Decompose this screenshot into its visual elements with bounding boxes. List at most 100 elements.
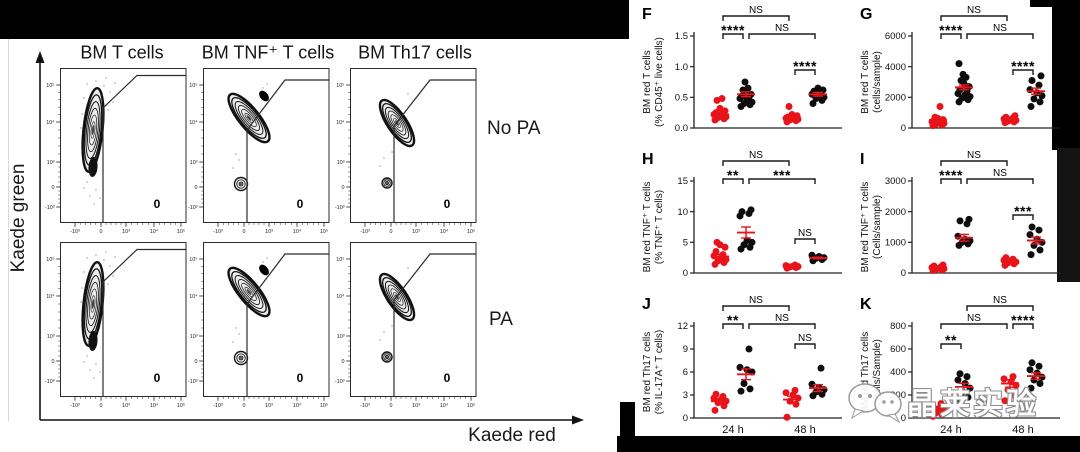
svg-text:10⁴: 10⁴ — [46, 120, 55, 126]
photo-edge-bottom — [617, 436, 1080, 452]
svg-text:0: 0 — [243, 229, 246, 235]
svg-text:0: 0 — [342, 185, 345, 191]
svg-text:10⁵: 10⁵ — [177, 403, 185, 409]
svg-text:400: 400 — [890, 367, 906, 378]
svg-text:NS: NS — [749, 6, 763, 16]
svg-text:0: 0 — [297, 371, 304, 385]
svg-text:6: 6 — [683, 367, 688, 378]
dot-plot-F: 0.0 0.5 1.0 1.5 BM red T cells (% CD45⁺ live … — [642, 6, 842, 134]
svg-text:10⁵: 10⁵ — [177, 229, 185, 235]
panel-letter-G: G — [860, 6, 873, 23]
svg-text:-10³: -10³ — [335, 205, 345, 211]
svg-text:****: **** — [793, 58, 817, 74]
panel-letter-I: I — [860, 151, 865, 168]
svg-text:10⁴: 10⁴ — [150, 403, 159, 409]
svg-text:(Cells/sample): (Cells/sample) — [872, 195, 883, 259]
svg-text:-10³: -10³ — [188, 205, 198, 211]
svg-text:24 h: 24 h — [940, 424, 961, 436]
svg-text:**: ** — [945, 332, 957, 348]
svg-text:***: *** — [1014, 203, 1032, 219]
svg-text:NS: NS — [993, 23, 1007, 34]
svg-text:10⁴: 10⁴ — [293, 229, 302, 235]
svg-text:0: 0 — [901, 123, 906, 134]
svg-text:(Cells/Sample): (Cells/Sample) — [872, 339, 883, 405]
svg-text:-10³: -10³ — [188, 379, 198, 385]
svg-text:10⁵: 10⁵ — [320, 403, 328, 409]
svg-text:BM red T cells: BM red T cells — [642, 50, 653, 114]
svg-text:(% CD45⁺ live cells): (% CD45⁺ live cells) — [654, 37, 665, 127]
svg-text:BM red T cells: BM red T cells — [860, 50, 871, 114]
flow-column-title-2: BM TNF⁺ T cells — [201, 42, 335, 63]
svg-text:1.0: 1.0 — [675, 62, 688, 73]
svg-text:48 h: 48 h — [794, 424, 815, 436]
svg-text:-10³: -10³ — [70, 229, 80, 235]
svg-text:10⁴: 10⁴ — [440, 229, 449, 235]
svg-text:****: **** — [1011, 312, 1035, 328]
svg-text:800: 800 — [890, 321, 906, 332]
svg-text:-10³: -10³ — [360, 229, 370, 235]
flow-plot-th17-no-pa: -10³ 0 10³ 10⁴ 10⁵ 10⁵ 10⁴ 10³ 0 -10³ 0 — [335, 68, 477, 235]
svg-text:NS: NS — [993, 296, 1007, 306]
dot-plot-J: 0 3 6 9 12 BM red Th17 cells (% IL-17A⁺ T cell… — [642, 296, 842, 436]
panel-G: G 0 2000 4000 6000 BM red T cells (cells/samp… — [854, 6, 1078, 156]
svg-text:2000: 2000 — [885, 207, 906, 218]
svg-text:0: 0 — [390, 403, 393, 409]
svg-text:NS: NS — [775, 313, 789, 324]
flow-plot-bm-t-no-pa: -10³ 0 10³ 10⁴ 10⁵ 10⁵ 10⁴ 10³ 0 -10³ 0 — [45, 68, 187, 235]
svg-text:NS: NS — [993, 168, 1007, 179]
flow-figure: BM T cells BM TNF⁺ T cells BM Th17 cells… — [0, 39, 620, 452]
svg-text:2000: 2000 — [885, 93, 906, 104]
photo-edge-top-right — [1030, 0, 1080, 7]
svg-text:0: 0 — [444, 197, 451, 211]
photo-edge-right-lower — [1057, 148, 1080, 282]
svg-text:****: **** — [939, 22, 963, 38]
svg-text:1000: 1000 — [885, 238, 906, 249]
dot-plot-K: 0200400600800BM red Th17 cells(Cells/Sam… — [860, 296, 1060, 436]
svg-text:(% TNF⁺ T cells): (% TNF⁺ T cells) — [654, 190, 665, 264]
svg-text:10³: 10³ — [47, 334, 55, 340]
svg-text:0.0: 0.0 — [675, 123, 688, 134]
svg-text:10³: 10³ — [47, 160, 55, 166]
svg-text:0: 0 — [195, 185, 198, 191]
svg-text:10⁵: 10⁵ — [467, 229, 475, 235]
svg-text:10³: 10³ — [122, 229, 130, 235]
svg-text:NS: NS — [798, 333, 812, 344]
svg-text:10: 10 — [677, 207, 688, 218]
flow-master-axes — [35, 51, 584, 425]
svg-text:10⁵: 10⁵ — [336, 83, 344, 89]
svg-text:****: **** — [721, 22, 745, 38]
svg-text:0: 0 — [52, 185, 55, 191]
svg-text:-10³: -10³ — [360, 403, 370, 409]
svg-text:10⁵: 10⁵ — [467, 403, 475, 409]
dot-plot-G: 0 2000 4000 6000 BM red T cells (cells/sample… — [860, 6, 1060, 134]
svg-text:BM red Th17 cells: BM red Th17 cells — [642, 332, 653, 412]
svg-text:0: 0 — [342, 359, 345, 365]
svg-text:0.5: 0.5 — [675, 93, 688, 104]
svg-text:10⁴: 10⁴ — [440, 403, 449, 409]
svg-text:0: 0 — [901, 268, 906, 279]
flow-column-title-1: BM T cells — [80, 42, 164, 63]
svg-text:10³: 10³ — [337, 160, 345, 166]
svg-text:-10³: -10³ — [213, 229, 223, 235]
svg-text:NS: NS — [967, 6, 981, 16]
svg-text:-10³: -10³ — [45, 379, 55, 385]
svg-text:24 h: 24 h — [722, 424, 743, 436]
svg-text:0: 0 — [243, 403, 246, 409]
svg-text:-10³: -10³ — [70, 403, 80, 409]
svg-text:0: 0 — [444, 371, 451, 385]
svg-text:10⁵: 10⁵ — [320, 229, 328, 235]
svg-text:-10³: -10³ — [335, 379, 345, 385]
svg-text:-10³: -10³ — [45, 205, 55, 211]
svg-text:4000: 4000 — [885, 62, 906, 73]
svg-text:15: 15 — [677, 176, 688, 187]
svg-text:NS: NS — [749, 151, 763, 161]
svg-text:0: 0 — [154, 197, 161, 211]
svg-text:0: 0 — [52, 359, 55, 365]
flow-plot-tnf-pa: -10³ 0 10³ 10⁴ 10⁵ 10⁵ 10⁴ 10³ 0 -10³ 0 — [188, 242, 330, 409]
panel-letter-J: J — [642, 296, 651, 313]
svg-text:0: 0 — [154, 371, 161, 385]
svg-text:NS: NS — [798, 228, 812, 239]
svg-text:1.5: 1.5 — [675, 31, 688, 42]
svg-text:10³: 10³ — [190, 160, 198, 166]
flow-row-label-no-pa: No PA — [487, 118, 541, 139]
